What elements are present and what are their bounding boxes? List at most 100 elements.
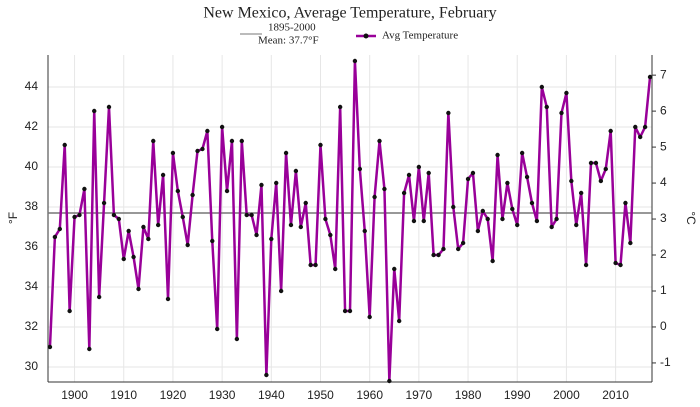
data-point [362,228,367,234]
data-point [426,170,431,176]
data-point [269,236,274,242]
data-point [564,90,569,96]
data-point [155,222,161,228]
legend-series-dot [363,33,369,39]
data-point [431,252,436,258]
data-point [101,200,107,206]
data-point [200,146,205,152]
data-point [254,232,259,238]
x-tick-label: 1920 [160,388,187,402]
data-point [47,344,53,350]
data-point [593,160,599,166]
data-point [608,128,613,134]
data-point [569,178,574,184]
data-point [126,228,131,234]
data-point [333,266,338,272]
y2-tick-label: 2 [660,247,667,261]
legend-mean-label: Mean: 37.7°F [258,35,319,47]
y-tick-label: 42 [25,119,39,133]
y2-tick-label: -1 [660,355,671,369]
data-point [529,200,535,206]
data-point [151,138,156,144]
y-tick-label: 30 [25,359,39,373]
data-point [87,346,92,352]
data-point [618,262,623,268]
data-point [515,222,520,228]
data-point [185,242,190,248]
data-point [313,262,318,268]
data-point [642,124,648,130]
x-tick-label: 1930 [209,388,236,402]
y2-tick-label: 6 [660,103,667,117]
data-point [416,164,422,170]
data-point [146,236,151,242]
data-point [131,254,136,260]
data-point [77,212,82,218]
data-point [303,200,308,206]
data-point [82,186,87,192]
data-point [411,218,417,224]
data-point [214,326,220,332]
y2-axis-label: °C [684,211,698,225]
data-point [544,104,549,110]
data-point [219,124,225,130]
data-point [72,214,77,220]
y-tick-label: 44 [25,79,39,93]
chart-title: New Mexico, Average Temperature, Februar… [203,5,496,22]
x-tick-label: 1950 [307,388,334,402]
data-point [224,188,230,194]
data-point [278,288,284,294]
data-point [190,192,195,198]
data-point [57,226,63,232]
data-point [470,170,476,176]
data-point [244,212,249,218]
y2-tick-label: 4 [660,175,667,189]
data-point [367,314,372,320]
data-point [623,200,628,206]
data-point [96,294,102,300]
data-point [387,378,392,384]
data-point [298,224,304,230]
y-axis-label: °F [6,212,20,224]
data-point [92,108,97,114]
data-point [441,246,446,252]
x-tick-label: 2010 [602,388,629,402]
data-point [175,188,181,194]
data-point [382,186,387,192]
data-point [495,152,500,158]
data-point [475,228,481,234]
data-point [392,266,397,272]
legend-mean-period: 1895-2000 [268,22,316,34]
data-point [603,166,608,172]
data-point [328,232,333,238]
data-point [574,222,579,228]
x-tick-label: 1910 [110,388,137,402]
data-point [588,160,594,166]
data-point [318,142,323,148]
y2-tick-label: 0 [660,319,667,333]
data-point [62,142,67,148]
y-tick-label: 34 [25,279,39,293]
x-tick-label: 2000 [553,388,580,402]
data-point [111,212,117,218]
data-point [249,212,254,218]
data-point [337,104,343,110]
y-tick-label: 32 [25,319,39,333]
data-point [647,74,653,80]
data-point [141,224,146,230]
data-point [342,308,348,314]
data-point [460,240,466,246]
y-tick-label: 36 [25,239,39,253]
data-point [598,178,604,184]
data-point [446,110,451,116]
data-point [500,216,505,222]
x-tick-label: 1900 [61,388,88,402]
data-point [170,150,176,156]
data-point [554,216,559,222]
data-point [534,218,540,224]
data-point [613,260,618,266]
data-point [352,58,358,64]
x-tick-label: 1960 [356,388,383,402]
data-point [421,218,426,224]
